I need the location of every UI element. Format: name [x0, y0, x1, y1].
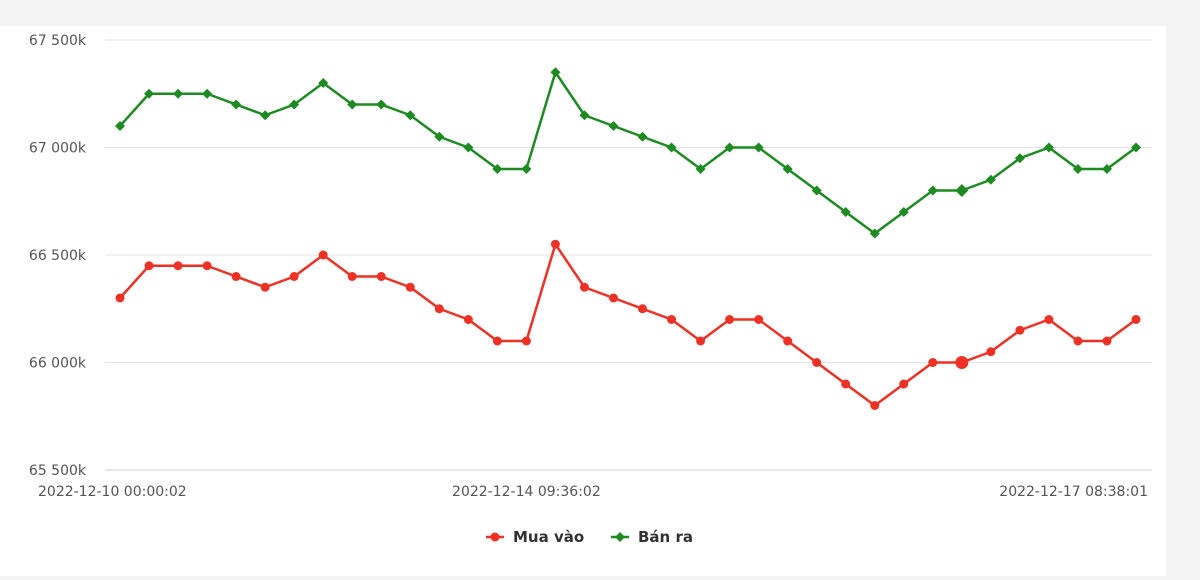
data-point[interactable]	[1072, 164, 1083, 174]
data-point[interactable]	[260, 110, 271, 121]
data-point[interactable]	[608, 121, 619, 131]
data-point[interactable]	[696, 336, 706, 346]
x-tick-label: 2022-12-14 09:36:02	[452, 484, 601, 500]
data-point[interactable]	[347, 272, 357, 281]
data-point[interactable]	[955, 356, 969, 369]
data-point[interactable]	[724, 142, 735, 153]
data-point[interactable]	[725, 315, 735, 324]
data-point[interactable]	[115, 293, 125, 303]
data-point[interactable]	[521, 164, 532, 174]
data-point[interactable]	[840, 207, 851, 217]
data-point[interactable]	[695, 164, 706, 174]
data-point[interactable]	[376, 272, 386, 281]
data-point[interactable]	[841, 379, 851, 389]
data-point[interactable]	[434, 131, 445, 142]
legend-item[interactable]: Mua vào	[486, 528, 584, 546]
data-point[interactable]	[1102, 336, 1112, 346]
legend-item[interactable]: Bán ra	[611, 528, 693, 546]
data-point[interactable]	[260, 282, 270, 292]
data-point[interactable]	[782, 164, 793, 174]
data-point[interactable]	[1015, 325, 1025, 335]
data-point[interactable]	[347, 99, 358, 110]
data-point[interactable]	[812, 358, 822, 367]
price-line-chart: 65 500k 66 000k 66 500k 67 000k 67 500k 2022-…	[29, 33, 1152, 546]
data-point[interactable]	[986, 347, 996, 357]
data-point[interactable]	[144, 88, 155, 99]
data-point[interactable]	[405, 110, 416, 121]
series-1	[115, 67, 1141, 239]
chart-card: 65 500k 66 000k 66 500k 67 000k 67 500k 2022-…	[0, 26, 1166, 576]
legend: Mua vào Bán ra	[486, 528, 693, 546]
data-point[interactable]	[521, 336, 531, 346]
data-point[interactable]	[1073, 336, 1083, 346]
data-point[interactable]	[202, 261, 212, 271]
data-point[interactable]	[492, 164, 503, 174]
data-point[interactable]	[985, 174, 996, 185]
data-point[interactable]	[144, 261, 154, 271]
data-point[interactable]	[666, 142, 677, 153]
data-point[interactable]	[753, 142, 764, 153]
x-tick-label: 2022-12-10 00:00:02	[38, 484, 187, 500]
data-point[interactable]	[115, 121, 125, 131]
data-point[interactable]	[579, 282, 589, 292]
y-tick-label: 66 000k	[29, 356, 87, 372]
data-point[interactable]	[783, 336, 793, 346]
data-point[interactable]	[869, 228, 880, 239]
data-point[interactable]	[173, 261, 183, 271]
data-point[interactable]	[550, 239, 560, 249]
series-0	[115, 239, 1141, 410]
data-point[interactable]	[1101, 164, 1112, 174]
data-point[interactable]	[667, 315, 677, 324]
data-point[interactable]	[955, 184, 969, 197]
data-point[interactable]	[231, 99, 242, 110]
data-point[interactable]	[1014, 153, 1025, 164]
data-point[interactable]	[898, 207, 909, 217]
data-point[interactable]	[870, 401, 880, 410]
data-point[interactable]	[638, 304, 648, 314]
grid-lines	[105, 39, 1152, 471]
data-point[interactable]	[405, 282, 415, 292]
data-point[interactable]	[289, 99, 300, 110]
series-layer	[115, 67, 1141, 410]
data-point[interactable]	[754, 315, 764, 324]
data-point[interactable]	[1131, 315, 1141, 324]
data-point[interactable]	[463, 315, 473, 324]
series-line	[119, 243, 1137, 407]
data-point[interactable]	[318, 250, 328, 260]
data-point[interactable]	[637, 131, 648, 142]
data-point[interactable]	[899, 379, 909, 389]
data-point[interactable]	[928, 358, 938, 367]
x-tick-label: 2022-12-17 08:38:01	[999, 484, 1148, 500]
data-point[interactable]	[927, 185, 938, 196]
data-point[interactable]	[318, 78, 329, 88]
data-point[interactable]	[173, 88, 184, 99]
legend-symbol	[490, 532, 500, 542]
data-point[interactable]	[1131, 142, 1141, 153]
data-point[interactable]	[1044, 315, 1054, 324]
data-point[interactable]	[202, 88, 213, 99]
legend-symbol	[615, 532, 625, 542]
y-tick-label: 67 500k	[29, 33, 87, 49]
legend-label: Bán ra	[638, 528, 693, 546]
series-line	[119, 71, 1137, 235]
data-point[interactable]	[289, 272, 299, 281]
data-point[interactable]	[608, 293, 618, 303]
y-tick-label: 67 000k	[29, 141, 87, 157]
axes: 65 500k 66 000k 66 500k 67 000k 67 500k 2022-…	[29, 33, 1148, 500]
data-point[interactable]	[579, 110, 590, 121]
y-tick-label: 66 500k	[29, 248, 87, 264]
legend-label: Mua vào	[513, 528, 584, 546]
data-point[interactable]	[550, 67, 561, 78]
data-point[interactable]	[492, 336, 502, 346]
data-point[interactable]	[1043, 142, 1054, 153]
data-point[interactable]	[463, 142, 474, 153]
data-point[interactable]	[231, 272, 241, 281]
data-point[interactable]	[434, 304, 444, 314]
y-tick-label: 65 500k	[29, 463, 87, 479]
data-point[interactable]	[811, 185, 822, 196]
data-point[interactable]	[376, 99, 387, 110]
